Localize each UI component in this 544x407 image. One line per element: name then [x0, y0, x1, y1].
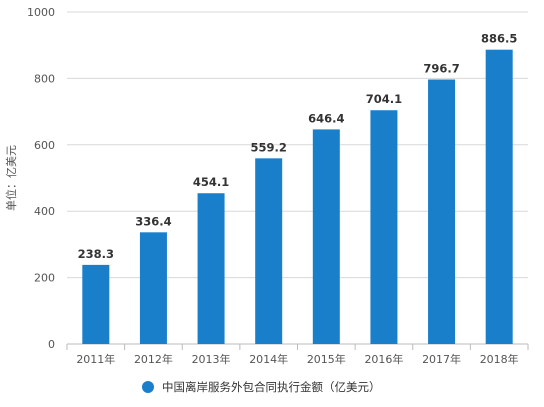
y-tick-label: 600 [34, 139, 55, 152]
x-axis-ticks: 2011年 2012年 2013年 2014年 2015年 2016年 2017年 2018年 [66, 344, 529, 366]
data-label: 336.4 [135, 214, 171, 228]
data-label: 238.3 [78, 247, 114, 261]
bar[interactable] [428, 79, 456, 344]
legend[interactable]: 中国离岸服务外包合同执行金额（亿美元） [142, 380, 381, 394]
bar[interactable] [485, 49, 513, 344]
data-label: 454.1 [193, 175, 229, 189]
bars [82, 49, 513, 344]
legend-marker-icon [142, 381, 154, 393]
bar[interactable] [370, 110, 398, 344]
data-label: 704.1 [366, 92, 402, 106]
y-axis-title: 单位：亿美元 [4, 145, 18, 211]
legend-label: 中国离岸服务外包合同执行金额（亿美元） [162, 380, 381, 394]
y-tick-label: 200 [34, 272, 55, 285]
y-tick-label: 400 [34, 205, 55, 218]
bar[interactable] [82, 264, 110, 344]
bar[interactable] [312, 129, 340, 344]
bar[interactable] [139, 232, 167, 344]
y-tick-label: 1000 [27, 6, 55, 19]
y-axis-ticks: 0 200 400 600 800 1000 [27, 6, 55, 351]
x-tick-label: 2018年 [480, 352, 519, 366]
x-tick-label: 2012年 [134, 352, 173, 366]
x-tick-label: 2011年 [76, 352, 115, 366]
data-label: 646.4 [308, 111, 344, 125]
data-label: 796.7 [423, 61, 459, 75]
data-label: 886.5 [481, 32, 517, 46]
data-label: 559.2 [250, 140, 286, 154]
x-tick-label: 2016年 [364, 352, 403, 366]
y-tick-label: 0 [48, 338, 55, 351]
data-labels: 238.3 336.4 454.1 559.2 646.4 704.1 796.7 886.5 [78, 32, 518, 261]
bar[interactable] [255, 158, 283, 344]
x-tick-label: 2013年 [192, 352, 231, 366]
bar[interactable] [197, 193, 225, 344]
x-tick-label: 2017年 [422, 352, 461, 366]
x-tick-label: 2015年 [307, 352, 346, 366]
x-tick-label: 2014年 [249, 352, 288, 366]
y-tick-label: 800 [34, 72, 55, 85]
